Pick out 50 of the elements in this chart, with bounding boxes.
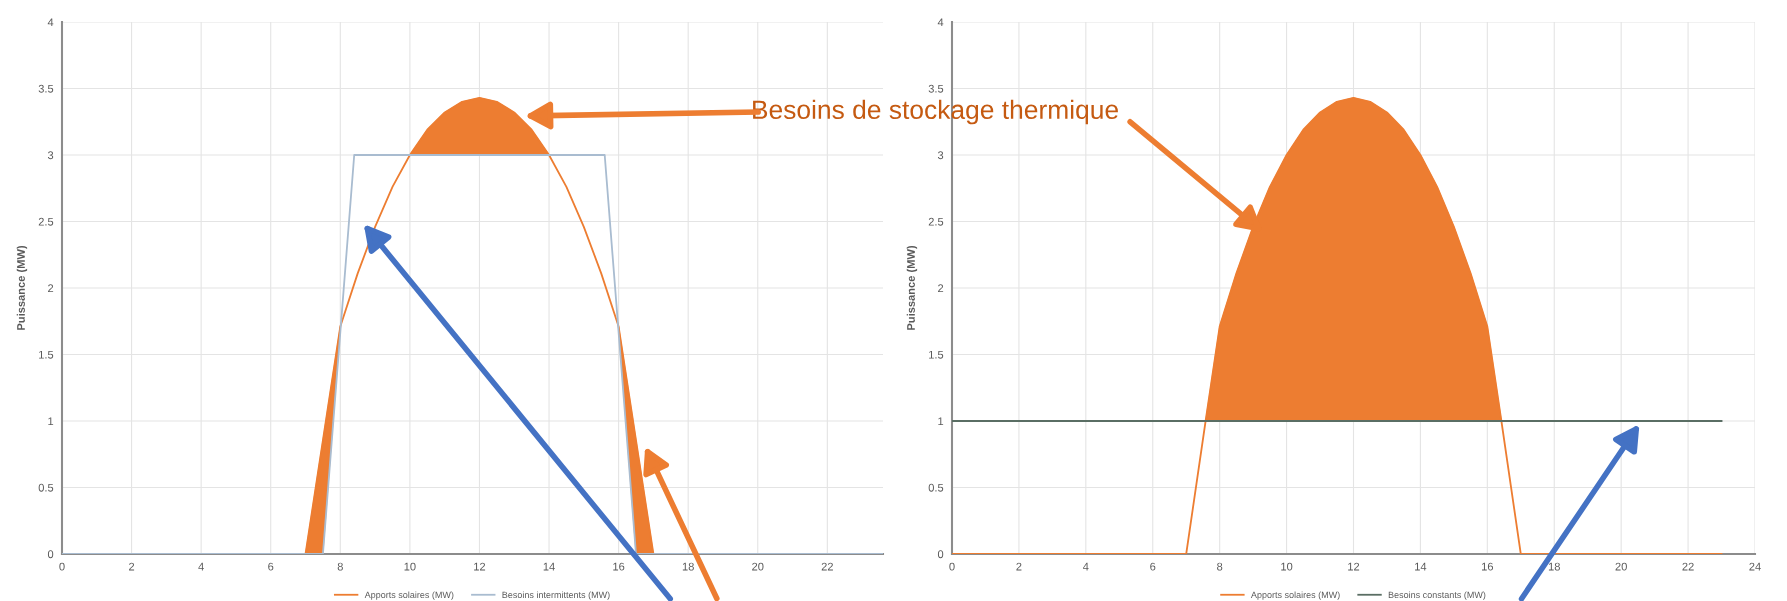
legend-label: Apports solaires (MW)	[364, 591, 454, 600]
x-tick-label: 4	[198, 562, 204, 571]
x-tick-label: 22	[821, 562, 833, 571]
legend-label: Besoins constants (MW)	[1388, 591, 1486, 600]
legend-label: Besoins intermittents (MW)	[502, 591, 610, 600]
y-tick-label: 3	[937, 151, 944, 160]
x-tick-label: 10	[1281, 562, 1293, 571]
x-tick-label: 16	[613, 562, 625, 571]
y-tick-label: 3.5	[928, 84, 944, 93]
x-tick-label: 12	[1348, 562, 1360, 571]
y-tick-label: 4	[47, 18, 54, 27]
x-tick-label: 20	[1615, 562, 1627, 571]
y-tick-label: 3	[47, 151, 54, 160]
x-tick-label: 8	[337, 562, 343, 571]
x-tick-label: 14	[1415, 562, 1427, 571]
x-tick-label: 6	[1150, 562, 1156, 571]
y-tick-label: 2	[938, 284, 944, 293]
x-tick-label: 6	[268, 562, 274, 571]
x-tick-label: 2	[129, 562, 135, 571]
x-tick-label: 0	[59, 562, 65, 571]
annotation: Besoins de stockage thermique	[753, 99, 1118, 125]
y-tick-label: 0.5	[928, 483, 944, 492]
x-tick-label: 22	[1682, 562, 1694, 571]
x-tick-label: 12	[474, 562, 486, 571]
x-tick-label: 18	[1548, 562, 1560, 571]
y-tick-label: 1.5	[39, 350, 54, 359]
x-tick-label: 24	[1749, 562, 1761, 571]
y-tick-label: 0.5	[38, 483, 54, 492]
y-tick-label: 2.5	[928, 217, 944, 226]
y-tick-label: 0	[47, 550, 54, 559]
y-tick-label: 2	[48, 284, 54, 293]
y-tick-label: 1	[48, 417, 54, 426]
x-tick-label: 16	[1482, 562, 1494, 571]
x-tick-label: 0	[949, 562, 955, 571]
y-tick-label: 2.5	[38, 217, 54, 226]
x-tick-label: 8	[1217, 562, 1223, 571]
x-tick-label: 10	[404, 562, 416, 571]
x-tick-label: 20	[752, 562, 764, 571]
y-tick-label: 1.5	[929, 350, 944, 359]
y-tick-label: 3.5	[38, 84, 54, 93]
y-axis-title: Puissance (MW)	[16, 245, 28, 330]
y-tick-label: 0	[937, 550, 944, 559]
legend-label: Apports solaires (MW)	[1250, 591, 1340, 600]
x-tick-label: 18	[682, 562, 694, 571]
y-tick-label: 4	[937, 18, 944, 27]
y-axis-title: Puissance (MW)	[906, 245, 918, 330]
y-tick-label: 1	[938, 417, 944, 426]
x-tick-label: 4	[1083, 562, 1089, 571]
x-tick-label: 2	[1016, 562, 1022, 571]
x-tick-label: 14	[543, 562, 555, 571]
